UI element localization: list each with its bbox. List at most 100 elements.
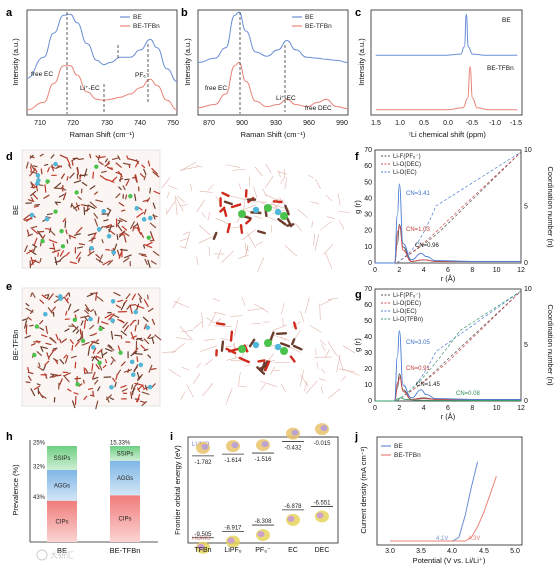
solvent-bond bbox=[30, 181, 34, 189]
bar-h-BE-CIPs bbox=[47, 500, 77, 542]
anno-j-4-1v: 4.1V bbox=[436, 536, 448, 542]
solvent-bond bbox=[141, 164, 146, 169]
solvent-bond bbox=[115, 171, 123, 175]
li-ion bbox=[80, 338, 86, 344]
ytick-g-50: 50 bbox=[364, 318, 372, 325]
solvent-wire bbox=[168, 185, 178, 190]
solvent-bond bbox=[107, 344, 113, 349]
solvent-bond bbox=[89, 201, 97, 209]
xtick-j-1: 3.0 bbox=[385, 548, 395, 555]
panel-label-e: e bbox=[6, 281, 12, 293]
xtick-c-3: 0.5 bbox=[419, 120, 429, 127]
solvent-bond bbox=[147, 259, 151, 268]
pf6-anion bbox=[35, 173, 41, 178]
xtick-f-2: 2 bbox=[397, 267, 401, 274]
plot-frame-f bbox=[374, 149, 522, 264]
ytick-f-20: 20 bbox=[364, 228, 372, 235]
solvent-bond bbox=[51, 349, 57, 352]
xtick-j-4: 4.5 bbox=[479, 548, 489, 555]
bar-label-h-BE-TFBn-AGGs: AGGs bbox=[117, 476, 133, 482]
xcat-i-ec: EC bbox=[288, 547, 298, 554]
solvent-wire bbox=[201, 212, 206, 219]
solvent-bond bbox=[59, 154, 68, 159]
solvent-bond bbox=[40, 394, 47, 399]
solvent-bond bbox=[120, 330, 127, 336]
solvent-bond bbox=[129, 320, 135, 326]
solvent-bond bbox=[118, 186, 122, 191]
solvation-bond bbox=[230, 203, 242, 209]
homo-label: HOMO bbox=[192, 536, 211, 542]
solvent-bond bbox=[136, 303, 140, 311]
homo-value-PF₆⁻: -8.308 bbox=[254, 519, 272, 525]
ytick-g-40: 40 bbox=[364, 334, 372, 341]
solvent-bond bbox=[34, 167, 38, 173]
solvent-bond bbox=[134, 160, 140, 168]
solvent-bond bbox=[105, 248, 111, 251]
solvent-wire bbox=[198, 224, 211, 236]
solvent-bond bbox=[30, 163, 36, 171]
solvent-bond bbox=[83, 395, 88, 401]
ylabel-b: Intensity (a.u.) bbox=[183, 38, 192, 86]
bar-h-BE-TFBn-AGGs bbox=[110, 460, 140, 496]
bar-label-h-BE-AGGs: AGGs bbox=[54, 483, 70, 489]
solvent-bond bbox=[141, 391, 150, 395]
solvent-bond bbox=[46, 213, 53, 216]
solvent-wire bbox=[303, 381, 308, 392]
solvation-bond bbox=[272, 200, 283, 204]
solvent-wire bbox=[180, 162, 197, 172]
pf6-anion bbox=[57, 294, 63, 299]
homo-lobe-LiPF₆ bbox=[227, 537, 235, 544]
homo-lobe-TFBn bbox=[197, 543, 205, 550]
bar-h-BE-TFBn-SSIPs bbox=[110, 446, 140, 461]
solvent-bond bbox=[87, 250, 95, 257]
solvent-wire bbox=[297, 209, 309, 219]
bar-pct-h-BE-TFBn-SSIPs: 15.33% bbox=[110, 441, 131, 447]
solvent-bond bbox=[54, 182, 62, 189]
solvent-bond bbox=[96, 296, 104, 302]
xcat-i-tfbn: TFBn bbox=[194, 547, 211, 554]
xcat-h-tfbn: BE-TFBn bbox=[110, 546, 141, 555]
solvent-bond bbox=[131, 387, 135, 396]
solvent-bond bbox=[93, 191, 98, 195]
pf6-anion bbox=[43, 311, 48, 317]
solvent-bond bbox=[126, 155, 129, 160]
solvent-bond bbox=[66, 157, 71, 166]
anno-b-free-dec: free DEC bbox=[305, 105, 332, 112]
solvent-bond bbox=[36, 351, 42, 357]
legend-j-tfbn: BE-TFBn bbox=[394, 452, 421, 459]
solvent-bond bbox=[137, 293, 143, 300]
solvent-bond bbox=[73, 392, 79, 395]
solvent-bond bbox=[143, 208, 147, 215]
solvent-bond bbox=[126, 304, 131, 310]
solvent-wire bbox=[264, 193, 279, 202]
solvent-wire bbox=[270, 366, 275, 375]
solvent-bond bbox=[52, 358, 59, 362]
solvent-bond bbox=[39, 153, 44, 157]
pf6-anion-cluster bbox=[274, 343, 282, 351]
solvent-bond bbox=[80, 320, 84, 326]
solvent-bond bbox=[148, 336, 155, 340]
solvent-bond bbox=[120, 361, 126, 367]
li-ion bbox=[60, 244, 66, 249]
solvent-bond bbox=[31, 182, 37, 189]
solvent-bond bbox=[76, 329, 80, 334]
solvent-bond bbox=[119, 233, 126, 236]
solvent-bond bbox=[39, 299, 45, 304]
solvent-wire bbox=[323, 244, 334, 255]
solvent-bond bbox=[105, 160, 110, 167]
solvent-bond bbox=[121, 209, 126, 212]
li-ion bbox=[146, 235, 151, 240]
xtick-c-1: 1.5 bbox=[371, 120, 381, 127]
homo-value-LiPF₆: -8.917 bbox=[224, 526, 242, 532]
solvent-bond bbox=[89, 324, 95, 330]
cn-label-f-1: CN=3.41 bbox=[406, 191, 431, 197]
solvent-wire bbox=[180, 391, 186, 401]
solvent-wire bbox=[282, 318, 284, 327]
li-ion bbox=[97, 360, 102, 366]
row-label-e: BE-TFBn bbox=[11, 330, 20, 361]
solvent-bond bbox=[44, 184, 47, 193]
solvent-bond bbox=[87, 387, 94, 390]
legend-a-tfbn: BE-TFBn bbox=[133, 23, 160, 30]
solvent-bond bbox=[68, 234, 77, 239]
solvent-bond bbox=[97, 348, 103, 354]
